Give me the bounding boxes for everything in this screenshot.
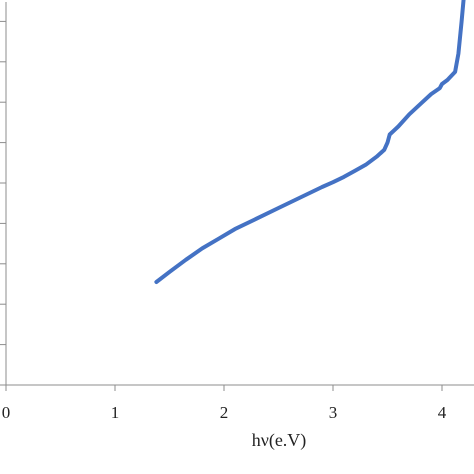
x-tick-label-0: 0 (2, 403, 11, 422)
x-tick-label-3: 3 (329, 403, 338, 422)
x-tick-label-1: 1 (111, 403, 120, 422)
series-line-0 (154, 0, 466, 284)
x-tick-label-2: 2 (220, 403, 229, 422)
x-ticks: 0 1 2 3 4 (2, 385, 447, 422)
series-layer (154, 0, 466, 284)
x-axis-title: hν(e.V) (252, 430, 307, 451)
y-ticks (0, 20, 6, 386)
x-tick-label-4: 4 (438, 403, 447, 422)
